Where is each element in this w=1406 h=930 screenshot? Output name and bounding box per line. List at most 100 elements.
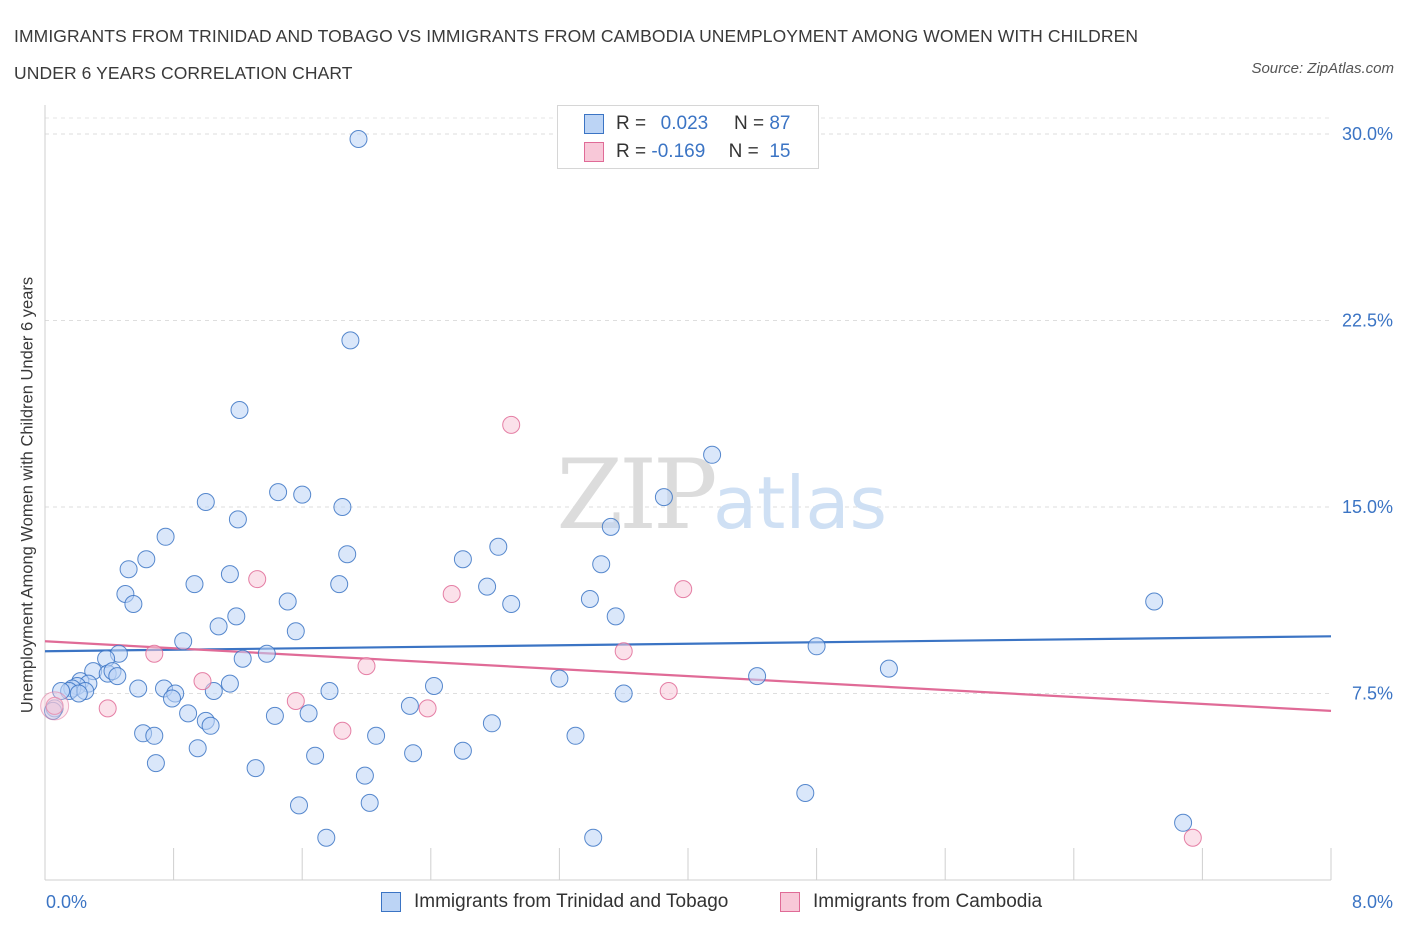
point-trinidad — [196, 493, 215, 511]
point-trinidad — [293, 485, 312, 504]
series-swatch-pink — [780, 892, 800, 912]
point-trinidad — [146, 754, 165, 773]
point-trinidad — [174, 632, 193, 651]
point-trinidad — [550, 669, 569, 688]
point-trinidad — [748, 667, 767, 686]
point-cambodia — [145, 644, 164, 663]
y-tick-label: 7.5% — [1352, 684, 1393, 704]
point-trinidad — [129, 679, 148, 698]
point-trinidad — [320, 682, 339, 700]
point-trinidad — [355, 766, 374, 785]
watermark: ZIP atlas — [556, 439, 887, 551]
series-legend: Immigrants from Trinidad and Tobago Immi… — [0, 888, 1406, 916]
point-trinidad — [230, 401, 249, 419]
point-trinidad — [286, 622, 305, 641]
point-trinidad — [188, 739, 207, 758]
x-tick-label: 0.0% — [46, 892, 87, 912]
point-trinidad — [290, 796, 308, 815]
point-trinidad — [119, 560, 138, 579]
point-trinidad — [220, 674, 239, 693]
point-trinidad — [52, 682, 71, 700]
series-swatch-blue — [381, 892, 401, 912]
point-trinidad — [299, 704, 318, 723]
point-cambodia — [357, 657, 376, 676]
point-trinidad — [502, 595, 521, 613]
point-cluster — [40, 691, 70, 721]
legend-text-trinidad: R = 0.023 N = 87 — [616, 113, 791, 134]
point-cambodia — [45, 696, 64, 715]
point-trinidad — [306, 746, 325, 765]
point-trinidad — [879, 659, 898, 678]
point-trinidad — [278, 592, 297, 611]
point-trinidad — [592, 555, 611, 574]
point-trinidad — [601, 517, 620, 536]
source-credit: Source: ZipAtlas.com — [1251, 60, 1394, 77]
point-cambodia — [286, 692, 305, 710]
point-trinidad — [204, 682, 223, 700]
point-trinidad — [108, 667, 127, 686]
point-trinidad — [1145, 592, 1164, 611]
point-cambodia — [659, 682, 678, 700]
point-trinidad — [330, 575, 349, 594]
point-trinidad — [246, 759, 265, 778]
point-trinidad — [453, 550, 472, 569]
point-trinidad — [333, 498, 352, 516]
point-trinidad — [566, 726, 585, 745]
point-trinidad — [478, 577, 497, 596]
point-cambodia — [614, 642, 633, 661]
point-trinidad — [124, 595, 143, 613]
point-trinidad — [367, 726, 386, 745]
x-tick-label: 8.0% — [1352, 892, 1393, 912]
legend-text-cambodia: R = -0.169 N = 15 — [616, 141, 791, 162]
point-cambodia — [418, 699, 437, 718]
point-trinidad — [338, 545, 357, 564]
point-trinidad — [69, 684, 88, 703]
point-cambodia — [98, 699, 117, 718]
series-label-cambodia: Immigrants from Cambodia — [813, 891, 1043, 912]
point-cambodia — [1183, 828, 1202, 847]
point-trinidad — [185, 575, 204, 594]
point-trinidad — [489, 537, 508, 556]
point-trinidad — [209, 617, 228, 636]
correlation-legend: R = 0.023 N = 87 R = -0.169 N = 15 — [557, 105, 819, 169]
axes — [44, 105, 1332, 881]
point-trinidad — [360, 793, 379, 812]
point-trinidad — [156, 527, 175, 546]
point-trinidad — [145, 726, 164, 745]
point-trinidad — [606, 607, 625, 626]
trend-line-trinidad — [44, 635, 1332, 653]
point-trinidad — [257, 644, 276, 663]
tick-labels: 7.5% 15.0% 22.5% 30.0% 0.0% 8.0% — [46, 124, 1393, 912]
y-tick-label: 15.0% — [1342, 497, 1393, 517]
point-trinidad — [453, 741, 472, 760]
point-trinidad — [425, 677, 443, 695]
point-trinidad — [580, 590, 599, 608]
point-trinidad — [163, 689, 181, 708]
point-trinidad — [179, 704, 198, 723]
point-cambodia — [674, 580, 693, 599]
point-trinidad — [265, 706, 284, 725]
point-trinidad — [400, 696, 419, 715]
point-trinidad — [807, 637, 826, 656]
point-trinidad — [584, 828, 603, 847]
point-cambodia — [193, 672, 212, 691]
point-trinidad — [317, 828, 336, 847]
point-trinidad — [703, 445, 722, 464]
point-trinidad — [796, 784, 815, 802]
point-trinidad — [228, 510, 247, 529]
point-trinidad — [654, 488, 673, 507]
legend-swatch-blue — [584, 114, 604, 134]
point-trinidad — [404, 744, 423, 763]
chart-title: IMMIGRANTS FROM TRINIDAD AND TOBAGO VS I… — [14, 26, 1139, 83]
point-cambodia — [248, 570, 267, 589]
y-tick-label: 22.5% — [1342, 311, 1393, 331]
point-trinidad — [201, 716, 220, 735]
point-trinidad — [233, 649, 252, 668]
watermark-atlas: atlas — [713, 461, 887, 545]
series-label-trinidad: Immigrants from Trinidad and Tobago — [414, 891, 729, 912]
watermark-zip: ZIP — [556, 439, 715, 551]
point-trinidad — [482, 714, 501, 733]
trend-lines — [44, 635, 1332, 713]
point-cambodia — [333, 721, 352, 740]
